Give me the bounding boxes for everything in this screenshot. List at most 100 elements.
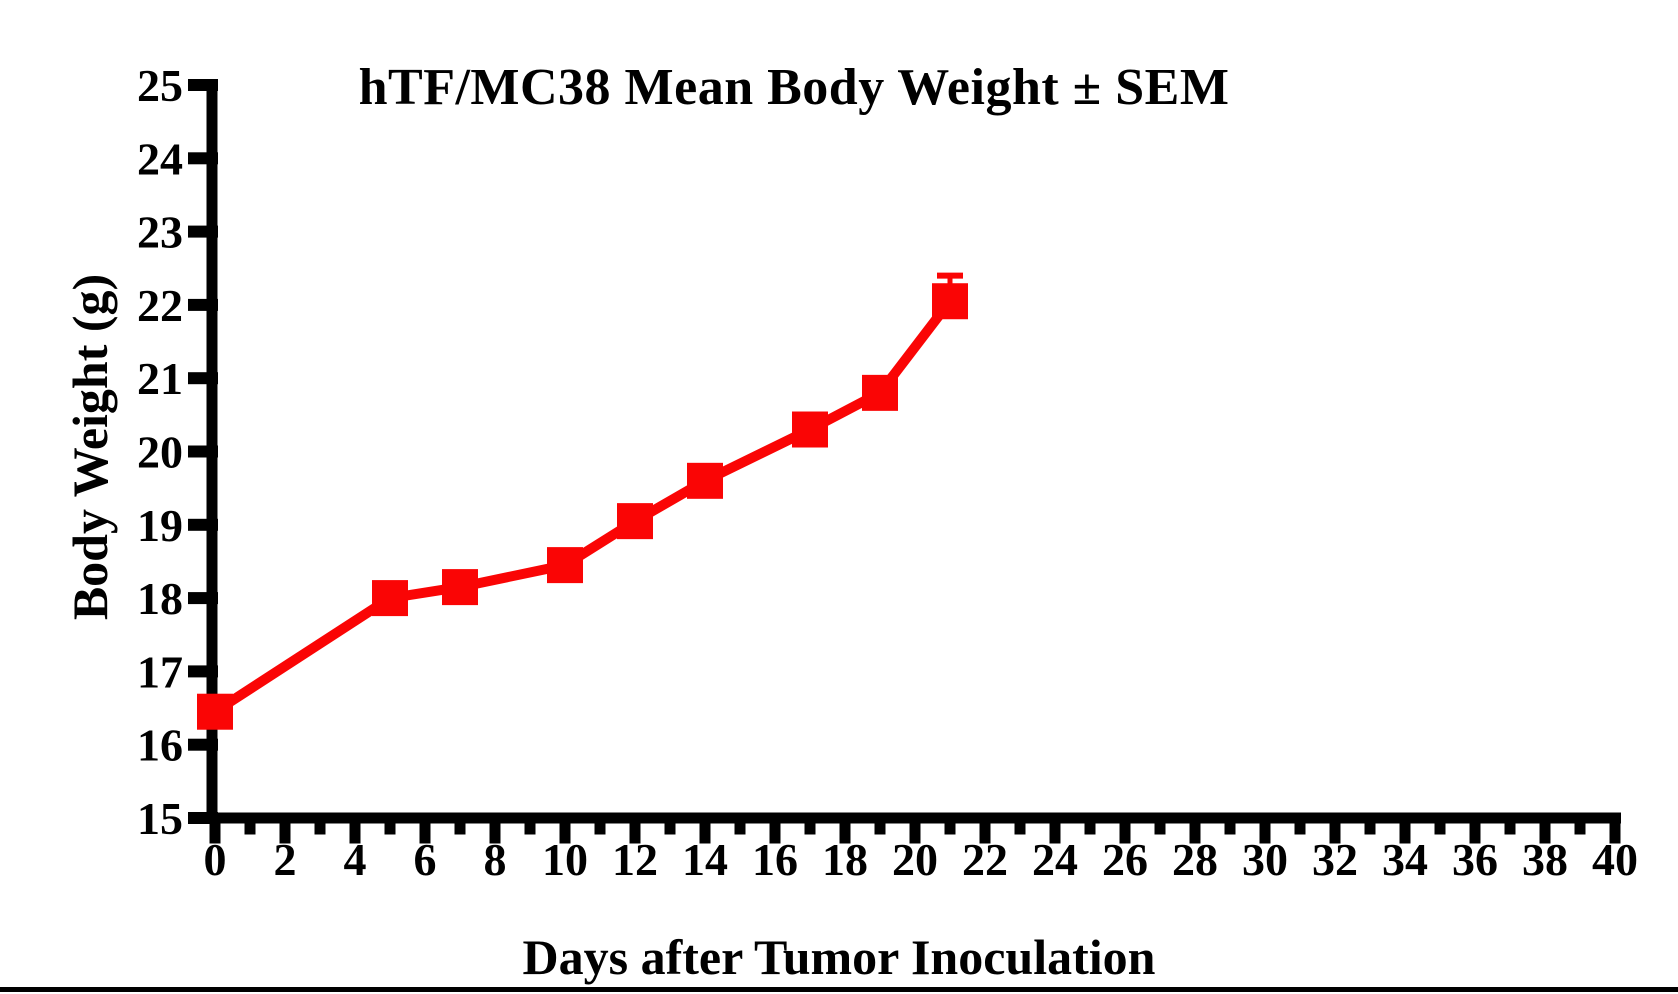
y-major-tick (188, 152, 218, 165)
x-major-tick (1189, 812, 1201, 844)
y-major-tick (188, 79, 218, 91)
x-minor-tick (244, 812, 256, 835)
x-minor-tick (874, 812, 886, 835)
x-tick-label: 4 (344, 834, 367, 885)
x-tick-label: 30 (1242, 834, 1288, 885)
x-major-tick (419, 812, 431, 844)
data-point-marker (862, 374, 898, 411)
x-major-tick (1049, 812, 1061, 844)
x-minor-tick (804, 812, 816, 835)
x-major-tick (629, 812, 641, 844)
x-major-tick (1399, 812, 1411, 844)
y-tick-label: 17 (137, 646, 183, 697)
y-major-tick (188, 665, 218, 678)
x-major-tick (279, 812, 291, 844)
x-minor-tick (1504, 812, 1516, 835)
x-minor-tick (1434, 812, 1446, 835)
y-tick-label: 21 (137, 353, 183, 404)
y-tick-label: 25 (137, 60, 183, 111)
x-tick-label: 2 (274, 834, 297, 885)
x-major-tick (1329, 812, 1341, 844)
x-major-tick (769, 812, 781, 844)
x-minor-tick (1224, 812, 1236, 835)
y-tick-label: 15 (137, 793, 183, 844)
x-tick-label: 18 (822, 834, 868, 885)
series-line (212, 298, 954, 716)
x-minor-tick (1014, 812, 1026, 835)
x-tick-label: 14 (682, 834, 728, 885)
y-tick-label: 16 (137, 720, 183, 771)
y-major-tick (188, 592, 218, 605)
data-point-marker (442, 569, 478, 606)
x-minor-tick (454, 812, 466, 835)
x-minor-tick (524, 812, 536, 835)
x-major-tick (1119, 812, 1131, 844)
y-major-tick (188, 738, 218, 751)
x-major-tick (1609, 812, 1621, 844)
x-minor-tick (734, 812, 746, 835)
bottom-border-line (0, 987, 1678, 992)
x-tick-label: 38 (1522, 834, 1568, 885)
x-major-tick (979, 812, 991, 844)
x-tick-label: 0 (204, 834, 227, 885)
x-tick-label: 28 (1172, 834, 1218, 885)
y-tick-label: 23 (137, 207, 183, 258)
x-minor-tick (314, 812, 326, 835)
x-tick-label: 36 (1452, 834, 1498, 885)
x-minor-tick (1084, 812, 1096, 835)
y-major-tick (188, 445, 218, 458)
x-minor-tick (1364, 812, 1376, 835)
x-major-tick (349, 812, 361, 844)
y-major-tick (188, 518, 218, 531)
data-point-marker (372, 580, 408, 617)
x-tick-label: 8 (484, 834, 507, 885)
chart-title: hTF/MC38 Mean Body Weight ± SEM (358, 59, 1230, 116)
x-tick-label: 16 (752, 834, 798, 885)
x-minor-tick (594, 812, 606, 835)
x-major-tick (209, 812, 221, 844)
x-minor-tick (1154, 812, 1166, 835)
x-tick-label: 40 (1592, 834, 1638, 885)
x-tick-label: 20 (892, 834, 938, 885)
y-tick-label: 24 (137, 133, 183, 184)
data-point-marker (617, 503, 653, 540)
x-major-tick (699, 812, 711, 844)
x-tick-label: 10 (542, 834, 588, 885)
y-tick-label: 18 (137, 573, 183, 624)
x-minor-tick (1574, 812, 1586, 835)
y-tick-label: 22 (137, 280, 183, 331)
data-point-marker (687, 462, 723, 499)
data-point-marker (197, 693, 233, 730)
y-major-tick (188, 225, 218, 238)
x-tick-label: 26 (1102, 834, 1148, 885)
x-minor-tick (1294, 812, 1306, 835)
x-tick-label: 24 (1032, 834, 1078, 885)
x-tick-label: 22 (962, 834, 1008, 885)
y-tick-label: 20 (137, 427, 183, 478)
y-tick-label: 19 (137, 500, 183, 551)
y-major-tick (188, 812, 218, 824)
x-major-tick (839, 812, 851, 844)
x-major-tick (1469, 812, 1481, 844)
x-axis-line (195, 812, 1621, 824)
y-major-tick (188, 372, 218, 385)
x-tick-label: 12 (612, 834, 658, 885)
data-point-marker (792, 411, 828, 448)
x-major-tick (909, 812, 921, 844)
x-major-tick (559, 812, 571, 844)
x-minor-tick (944, 812, 956, 835)
x-major-tick (1259, 812, 1271, 844)
y-major-tick (188, 298, 218, 311)
x-tick-label: 32 (1312, 834, 1358, 885)
y-axis-label: Body Weight (g) (62, 273, 118, 621)
data-point-marker (547, 547, 583, 584)
x-major-tick (489, 812, 501, 844)
x-major-tick (1539, 812, 1551, 844)
x-tick-label: 34 (1382, 834, 1428, 885)
x-axis-label: Days after Tumor Inoculation (522, 929, 1156, 985)
x-minor-tick (384, 812, 396, 835)
x-minor-tick (664, 812, 676, 835)
x-tick-label: 6 (414, 834, 437, 885)
